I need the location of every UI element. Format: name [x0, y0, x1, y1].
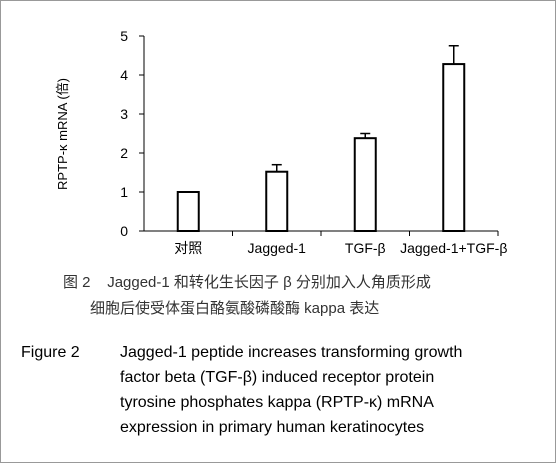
caption-cn-label: 图 2 [63, 274, 91, 291]
y-tick-label: 4 [120, 67, 128, 83]
y-axis-label: RPTP-κ mRNA (倍) [55, 78, 70, 190]
x-tick-label: 对照 [174, 240, 202, 256]
x-tick-label: Jagged-1 [248, 240, 307, 256]
y-tick-label: 1 [120, 184, 128, 200]
y-tick-label: 0 [120, 223, 128, 239]
caption-cn-line-2: 细胞后使受体蛋白酪氨酸磷酸酶 kappa 表达 [90, 297, 560, 321]
caption-en: Figure 2 Jagged-1 peptide increases trans… [21, 340, 551, 440]
caption-en-text-1: Jagged-1 peptide increases transforming … [120, 344, 463, 361]
caption-en-text-2: factor beta (TGF-β) induced receptor pro… [120, 369, 435, 386]
y-tick-label: 5 [120, 28, 128, 44]
bar [353, 137, 377, 232]
x-tick-label: TGF-β [345, 240, 386, 256]
caption-en-line-1: Figure 2 Jagged-1 peptide increases trans… [21, 340, 551, 365]
caption-en-line-3: tyrosine phosphates kappa (RPTP-κ) mRNA [21, 390, 551, 415]
caption-en-label: Figure 2 [21, 344, 80, 361]
x-tick-label: Jagged-1+TGF-β [400, 240, 507, 256]
chart-axes: 0 1 2 3 4 5 对照 Jagged-1 TGF-β Jagged-1+TGF-β [120, 28, 507, 256]
bar-chart: 0 1 2 3 4 5 对照 Jagged-1 TGF-β Jagged-1+TGF-β RPTP… [55, 28, 507, 256]
bar [176, 191, 200, 232]
caption-cn-line-1: 图 2 Jagged-1 和转化生长因子 β 分别加入人角质形成 [63, 271, 543, 295]
y-tick-label: 2 [120, 145, 128, 161]
caption-en-text-4: expression in primary human keratinocyte… [120, 419, 425, 436]
caption-en-line-4: expression in primary human keratinocyte… [21, 415, 551, 440]
chart-bars [176, 45, 466, 232]
caption-en-text-3: tyrosine phosphates kappa (RPTP-κ) mRNA [120, 394, 434, 411]
bar [265, 170, 289, 232]
y-tick-label: 3 [120, 106, 128, 122]
caption-cn-text-1: Jagged-1 和转化生长因子 β 分别加入人角质形成 [107, 274, 431, 291]
caption-en-line-2: factor beta (TGF-β) induced receptor pro… [21, 365, 551, 390]
bar [442, 63, 466, 232]
caption-cn-text-2: 细胞后使受体蛋白酪氨酸磷酸酶 kappa 表达 [90, 300, 380, 317]
